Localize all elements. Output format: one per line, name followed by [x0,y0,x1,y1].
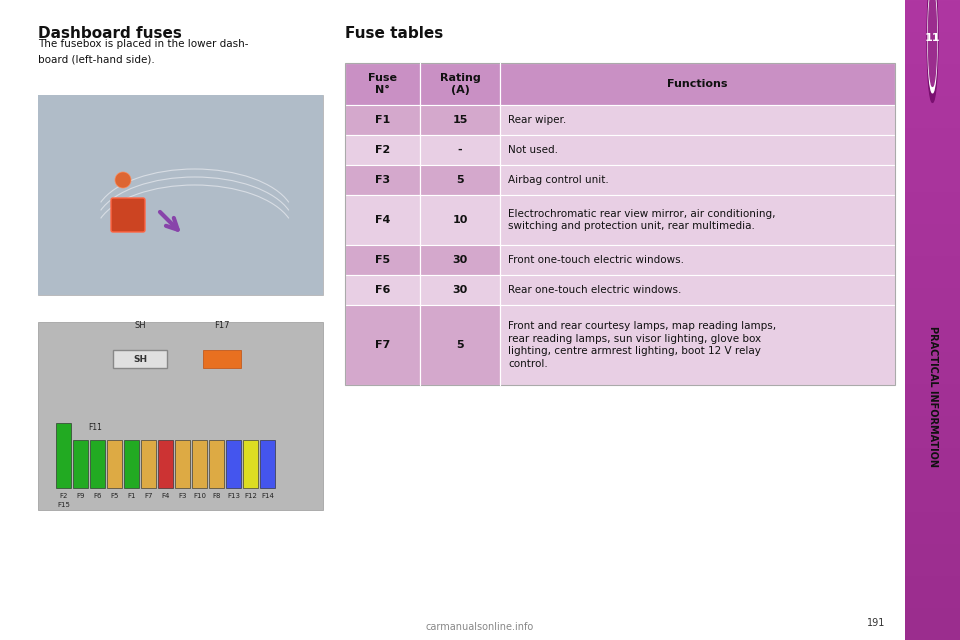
Text: F13: F13 [227,493,240,499]
FancyBboxPatch shape [124,440,139,488]
Text: F5: F5 [375,255,390,265]
Circle shape [927,0,938,102]
FancyBboxPatch shape [73,440,88,488]
FancyBboxPatch shape [500,195,895,245]
FancyBboxPatch shape [420,135,500,165]
Text: The fusebox is placed in the lower dash-
board (left-hand side).: The fusebox is placed in the lower dash-… [38,39,249,64]
Text: F6: F6 [93,493,102,499]
Text: Fuse tables: Fuse tables [345,26,444,41]
Text: F5: F5 [110,493,119,499]
Text: Rear one-touch electric windows.: Rear one-touch electric windows. [508,285,682,295]
FancyBboxPatch shape [111,198,145,232]
Text: Electrochromatic rear view mirror, air conditioning,
switching and protection un: Electrochromatic rear view mirror, air c… [508,209,776,232]
FancyBboxPatch shape [500,245,895,275]
FancyBboxPatch shape [420,195,500,245]
Text: Rear wiper.: Rear wiper. [508,115,566,125]
Text: F8: F8 [212,493,221,499]
Text: 30: 30 [452,255,468,265]
Text: F4: F4 [161,493,170,499]
Circle shape [928,0,937,86]
Text: F3: F3 [179,493,187,499]
FancyBboxPatch shape [345,275,420,305]
Text: F14: F14 [261,493,274,499]
FancyBboxPatch shape [209,440,224,488]
FancyBboxPatch shape [345,165,420,195]
FancyBboxPatch shape [345,135,420,165]
Text: Front one-touch electric windows.: Front one-touch electric windows. [508,255,684,265]
FancyBboxPatch shape [175,440,190,488]
Text: Front and rear courtesy lamps, map reading lamps,
rear reading lamps, sun visor : Front and rear courtesy lamps, map readi… [508,321,776,369]
Text: 5: 5 [456,175,464,185]
FancyBboxPatch shape [107,440,122,488]
FancyBboxPatch shape [203,350,241,368]
FancyBboxPatch shape [345,245,420,275]
Text: F11: F11 [88,423,102,432]
Text: F2: F2 [60,493,68,499]
FancyBboxPatch shape [38,322,323,510]
Text: Fuse
N°: Fuse N° [368,73,397,95]
Text: F6: F6 [374,285,390,295]
Text: -: - [458,145,463,155]
FancyBboxPatch shape [345,195,420,245]
FancyBboxPatch shape [420,63,500,105]
Text: F17: F17 [214,321,229,330]
FancyBboxPatch shape [500,275,895,305]
Text: 191: 191 [867,618,885,628]
Text: F1: F1 [374,115,390,125]
FancyBboxPatch shape [420,305,500,385]
Text: 10: 10 [452,215,468,225]
Circle shape [115,172,131,188]
FancyBboxPatch shape [420,165,500,195]
Text: SH: SH [132,355,147,364]
FancyBboxPatch shape [500,135,895,165]
Text: F7: F7 [374,340,390,350]
FancyBboxPatch shape [90,440,105,488]
Text: F10: F10 [193,493,206,499]
FancyBboxPatch shape [500,105,895,135]
Text: Rating
(A): Rating (A) [440,73,480,95]
FancyBboxPatch shape [38,95,323,295]
FancyBboxPatch shape [420,275,500,305]
FancyBboxPatch shape [56,423,71,488]
FancyBboxPatch shape [38,95,323,295]
FancyBboxPatch shape [260,440,275,488]
FancyBboxPatch shape [345,105,420,135]
Text: F1: F1 [128,493,135,499]
Text: F3: F3 [375,175,390,185]
Text: F9: F9 [76,493,84,499]
FancyBboxPatch shape [192,440,207,488]
FancyBboxPatch shape [420,105,500,135]
Text: 15: 15 [452,115,468,125]
Text: SH: SH [134,321,146,330]
FancyBboxPatch shape [113,350,167,368]
Text: PRACTICAL INFORMATION: PRACTICAL INFORMATION [927,326,938,467]
Text: F12: F12 [244,493,257,499]
FancyBboxPatch shape [500,63,895,105]
Text: Airbag control unit.: Airbag control unit. [508,175,609,185]
Text: 11: 11 [924,33,940,44]
Text: Dashboard fuses: Dashboard fuses [38,26,181,41]
Text: 30: 30 [452,285,468,295]
FancyBboxPatch shape [420,245,500,275]
Text: F2: F2 [374,145,390,155]
Text: F7: F7 [144,493,153,499]
Text: carmanualsonline.info: carmanualsonline.info [426,622,534,632]
FancyBboxPatch shape [243,440,258,488]
Circle shape [927,0,937,93]
Text: F4: F4 [374,215,390,225]
Text: Functions: Functions [667,79,728,89]
FancyBboxPatch shape [141,440,156,488]
Text: 5: 5 [456,340,464,350]
Text: Not used.: Not used. [508,145,558,155]
FancyBboxPatch shape [500,305,895,385]
FancyBboxPatch shape [345,305,420,385]
FancyBboxPatch shape [226,440,241,488]
FancyBboxPatch shape [500,165,895,195]
FancyBboxPatch shape [158,440,173,488]
FancyBboxPatch shape [345,63,420,105]
Text: F15: F15 [57,502,70,508]
